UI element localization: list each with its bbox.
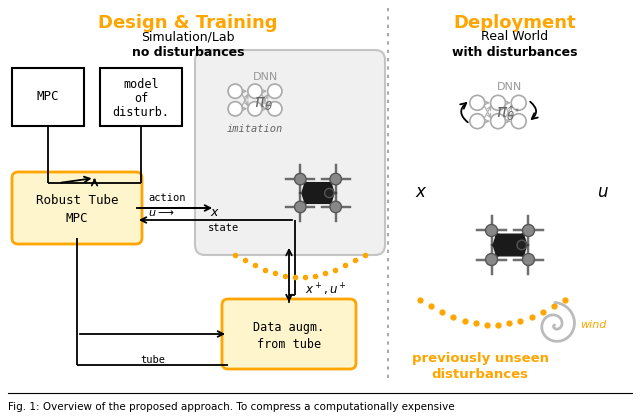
Circle shape bbox=[294, 173, 306, 185]
Text: DNN: DNN bbox=[252, 72, 278, 82]
Circle shape bbox=[330, 173, 342, 185]
Text: disturb.: disturb. bbox=[113, 106, 170, 119]
Circle shape bbox=[228, 102, 243, 116]
Text: of: of bbox=[134, 92, 148, 104]
Text: model: model bbox=[123, 79, 159, 92]
Text: state: state bbox=[208, 223, 239, 233]
Text: imitation: imitation bbox=[227, 124, 283, 134]
Polygon shape bbox=[302, 183, 334, 203]
FancyBboxPatch shape bbox=[100, 68, 182, 126]
Text: Deployment: Deployment bbox=[454, 14, 576, 32]
Text: Fig. 1: Overview of the proposed approach. To compress a computationally expensi: Fig. 1: Overview of the proposed approac… bbox=[8, 402, 454, 412]
Circle shape bbox=[511, 95, 526, 110]
Circle shape bbox=[268, 84, 282, 98]
Text: Real World: Real World bbox=[481, 30, 548, 43]
Text: DNN: DNN bbox=[497, 82, 523, 92]
Circle shape bbox=[486, 225, 497, 236]
Text: from tube: from tube bbox=[257, 339, 321, 352]
Circle shape bbox=[470, 114, 484, 129]
Text: $x$: $x$ bbox=[210, 206, 220, 218]
Text: MPC: MPC bbox=[66, 211, 88, 225]
Text: Design & Training: Design & Training bbox=[99, 14, 278, 32]
Text: Simulation/Lab: Simulation/Lab bbox=[141, 30, 235, 43]
Text: tube: tube bbox=[140, 355, 165, 365]
Circle shape bbox=[228, 84, 243, 98]
Text: with disturbances: with disturbances bbox=[452, 46, 578, 59]
Circle shape bbox=[490, 95, 506, 110]
Circle shape bbox=[268, 102, 282, 116]
Text: $u$: $u$ bbox=[597, 183, 609, 201]
Circle shape bbox=[490, 114, 506, 129]
Circle shape bbox=[522, 225, 534, 236]
Text: $x$: $x$ bbox=[415, 183, 428, 201]
Text: MPC: MPC bbox=[36, 91, 60, 104]
Circle shape bbox=[486, 253, 497, 265]
Circle shape bbox=[511, 114, 526, 129]
Circle shape bbox=[517, 240, 527, 250]
Text: Data augm.: Data augm. bbox=[253, 320, 324, 334]
Text: $\pi_{\hat{\theta}^*}$: $\pi_{\hat{\theta}^*}$ bbox=[495, 104, 520, 124]
Polygon shape bbox=[493, 234, 527, 256]
FancyBboxPatch shape bbox=[12, 172, 142, 244]
FancyBboxPatch shape bbox=[12, 68, 84, 126]
Text: previously unseen: previously unseen bbox=[412, 352, 548, 365]
Text: $x^+, u^+$: $x^+, u^+$ bbox=[305, 282, 347, 298]
Circle shape bbox=[330, 201, 342, 213]
FancyBboxPatch shape bbox=[222, 299, 356, 369]
Circle shape bbox=[522, 253, 534, 265]
Text: $u$$\longrightarrow$: $u$$\longrightarrow$ bbox=[148, 208, 175, 218]
Circle shape bbox=[324, 188, 334, 198]
Circle shape bbox=[248, 102, 262, 116]
Circle shape bbox=[294, 201, 306, 213]
Text: Robust Tube: Robust Tube bbox=[36, 193, 118, 206]
Text: action: action bbox=[148, 193, 186, 203]
Text: disturbances: disturbances bbox=[431, 368, 529, 381]
Circle shape bbox=[470, 95, 484, 110]
Circle shape bbox=[248, 84, 262, 98]
FancyBboxPatch shape bbox=[195, 50, 385, 255]
Text: no disturbances: no disturbances bbox=[132, 46, 244, 59]
Text: $\pi_\theta$: $\pi_\theta$ bbox=[253, 94, 273, 112]
Text: wind: wind bbox=[580, 320, 606, 330]
